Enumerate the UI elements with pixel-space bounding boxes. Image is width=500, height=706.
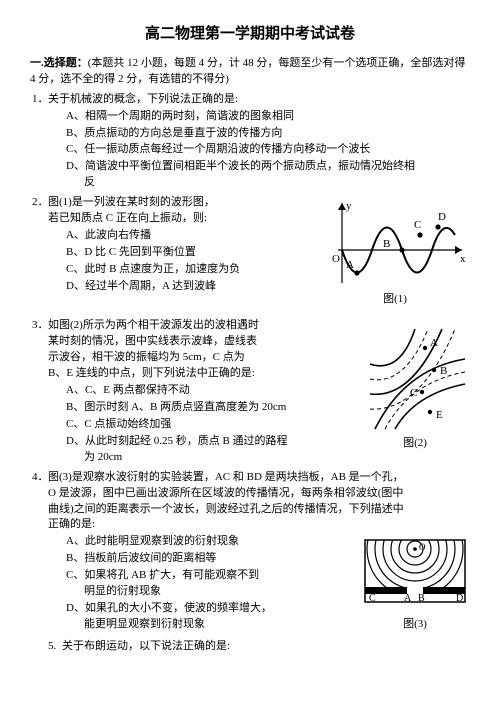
q4-opt-d-l1: D、如果孔的大小不变，使波的频率增大，	[66, 602, 272, 614]
fig3-label-d: D	[456, 593, 463, 604]
fig1-label-b: B	[383, 238, 390, 250]
q3-stem-l4: B、E 连线的中点，则下列说法中正确的是:	[48, 366, 360, 382]
q2-opt-a: A、此波向右传播	[66, 228, 320, 244]
q4-opt-c-l1: C、如果将孔 AB 扩大，有可能观察不到	[66, 569, 259, 581]
q3-opt-d-l1: D、从此时刻起经 0.25 秒，质点 B 通过的路程	[66, 435, 288, 447]
q2-number: 2．	[32, 195, 48, 211]
fig3-label-a: A	[404, 593, 412, 604]
fig2-label-e: E	[436, 409, 443, 421]
q4-opt-c: C、如果将孔 AB 扩大，有可能观察不到明显的衍射现象	[66, 568, 360, 600]
fig2-label-b: B	[440, 365, 447, 377]
q5-number: 5.	[48, 639, 62, 655]
q3-opt-b: B、图示时刻 A、B 两质点竖直高度差为 20cm	[66, 400, 360, 416]
fig1-label-o: O	[332, 253, 340, 265]
q1-opt-d-l2: 反	[66, 175, 470, 191]
page-title: 高二物理第一学期期中考试试卷	[30, 24, 470, 46]
q2-stem-l1: 图(1)是一列波在某时刻的波形图，	[48, 196, 215, 208]
fig3-label-c: C	[369, 593, 376, 604]
q4-number: 4．	[32, 470, 48, 486]
q1-number: 1．	[32, 92, 48, 108]
question-1: 1．关于机械波的概念，下列说法正确的是: A、相隔一个周期的两时刻，简谐波的图象…	[30, 92, 470, 192]
q4-opt-d-l2: 能更明显观察到衍射现象	[66, 617, 360, 633]
q4-options: A、此时能明显观察到波的衍射现象 B、挡板前后波纹间的距离相等 C、如果将孔 A…	[48, 534, 360, 633]
fig3-label-b: B	[418, 593, 425, 604]
q5-stem: 关于布朗运动，以下说法正确的是:	[62, 640, 230, 652]
question-2: 2．图(1)是一列波在某时刻的波形图， 若已知质点 C 正在向上振动，则: A、…	[30, 195, 470, 308]
q1-opt-d-l1: D、简谐波中平衡位置间相距半个波长的两个振动质点，振动情况始终相	[66, 160, 415, 172]
q3-stem-l1: 如图(2)所示为两个相干波源发出的波相遇时	[48, 319, 259, 331]
figure-2: A B C E 图(2)	[360, 318, 470, 452]
q4-opt-d: D、如果孔的大小不变，使波的频率增大， 能更明显观察到衍射现象	[66, 601, 360, 633]
figure-3-caption: 图(3)	[360, 617, 470, 633]
q1-opt-d: D、简谐波中平衡位置间相距半个波长的两个振动质点，振动情况始终相反	[66, 159, 470, 191]
q2-opt-d: D、经过半个周期，A 达到波峰	[66, 279, 320, 295]
figure-3: O C A B D 图(3)	[360, 533, 470, 633]
q4-stem-l4: 正确的是:	[48, 517, 470, 533]
fig1-label-y: y	[346, 200, 352, 212]
question-3: 3．如图(2)所示为两个相干波源发出的波相遇时 某时刻的情况，图中实线表示波峰，…	[30, 318, 470, 465]
q4-opt-b: B、挡板前后波纹间的距离相等	[66, 551, 360, 567]
q3-opt-a: A、C、E 两点都保持不动	[66, 383, 360, 399]
fig1-label-d: D	[438, 211, 446, 223]
q4-opt-c-l2: 明显的衍射现象	[66, 584, 360, 600]
fig2-label-a: A	[430, 337, 438, 349]
fig1-label-x: x	[460, 253, 466, 265]
q3-opt-d-l2: 为 20cm	[66, 450, 360, 466]
section-note: (本题共 12 小题，每题 4 分，计 48 分，每题至少有一个选项正确，全部选…	[30, 57, 465, 85]
q3-options: A、C、E 两点都保持不动 B、图示时刻 A、B 两质点竖直高度差为 20cm …	[48, 383, 360, 466]
q1-opt-b: B、质点振动的方向总是垂直于波的传播方向	[66, 126, 470, 142]
q4-stem-l1: 图(3)是观察水波衍射的实验装置，AC 和 BD 是两块挡板，AB 是一个孔，	[48, 471, 404, 483]
q3-opt-d: D、从此时刻起经 0.25 秒，质点 B 通过的路程为 20cm	[66, 434, 360, 466]
q1-opt-a: A、相隔一个周期的两时刻，简谐波的图象相同	[66, 109, 470, 125]
q1-options: A、相隔一个周期的两时刻，简谐波的图象相同 B、质点振动的方向总是垂直于波的传播…	[48, 109, 470, 192]
q2-opt-c: C、此时 B 点速度为正，加速度为负	[66, 262, 320, 278]
figure-1-caption: 图(1)	[320, 292, 470, 308]
q3-number: 3．	[32, 318, 48, 334]
q3-opt-c: C、C 点振动始终加强	[66, 417, 360, 433]
q3-stem-l3: 示波谷，相干波的振幅均为 5cm，C 点为	[48, 350, 360, 366]
q4-opt-a: A、此时能明显观察到波的衍射现象	[66, 534, 360, 550]
q1-opt-c: C、任一振动质点每经过一个周期沿波的传播方向移动一个波长	[66, 142, 470, 158]
q2-options: A、此波向右传播 B、D 比 C 先回到平衡位置 C、此时 B 点速度为正，加速…	[48, 228, 320, 295]
section-1-head: 一.选择题：(本题共 12 小题，每题 4 分，计 48 分，每题至少有一个选项…	[30, 56, 470, 88]
q2-stem-l2: 若已知质点 C 正在向上振动，则:	[48, 211, 320, 227]
q3-stem-l2: 某时刻的情况，图中实线表示波峰，虚线表	[48, 334, 360, 350]
q1-stem: 关于机械波的概念，下列说法正确的是:	[48, 93, 238, 105]
figure-1: y x O A B C D 图(1)	[320, 195, 470, 308]
fig1-label-a: A	[346, 259, 354, 271]
question-5: 5.关于布朗运动，以下说法正确的是:	[30, 639, 470, 655]
question-4: 4．图(3)是观察水波衍射的实验装置，AC 和 BD 是两块挡板，AB 是一个孔…	[30, 470, 470, 634]
figure-2-caption: 图(2)	[360, 436, 470, 452]
fig2-label-c: C	[410, 387, 417, 399]
section-label: 一.选择题：	[30, 57, 88, 69]
fig1-label-c: C	[414, 219, 421, 231]
q2-opt-b: B、D 比 C 先回到平衡位置	[66, 245, 320, 261]
q4-stem-l3: 曲线)之间的距离表示一个波长，则波经过孔之后的传播情况，下列描述中	[48, 502, 470, 518]
q4-stem-l2: O 是波源，图中已画出波源所在区域波的传播情况，每两条相邻波纹(图中	[48, 486, 470, 502]
